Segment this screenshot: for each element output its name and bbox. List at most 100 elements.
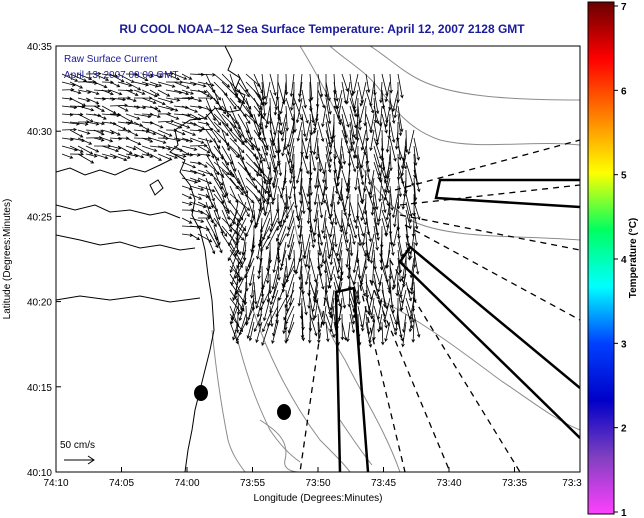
current-vector-arrow bbox=[297, 201, 303, 222]
current-vector-arrow bbox=[381, 193, 387, 214]
current-vector-arrow bbox=[315, 137, 319, 161]
current-vector-arrow bbox=[354, 209, 359, 230]
current-vector-arrow bbox=[221, 129, 230, 152]
current-vector-arrow bbox=[309, 257, 318, 284]
current-vector-arrow bbox=[269, 89, 278, 111]
current-vector-arrow bbox=[213, 73, 231, 88]
current-vector-arrow bbox=[77, 105, 95, 112]
current-vector-arrow bbox=[93, 113, 107, 120]
current-vector-arrow bbox=[343, 185, 351, 213]
current-vector-arrow bbox=[77, 129, 91, 135]
current-vector-arrow bbox=[125, 89, 139, 96]
current-vector-arrow bbox=[181, 105, 199, 113]
colorbar-gradient bbox=[587, 1, 615, 515]
x-tick-label: 73:3 bbox=[562, 478, 582, 489]
current-vector-arrow bbox=[368, 169, 375, 196]
bathymetry-contour-10 bbox=[339, 419, 373, 466]
current-vector-arrow bbox=[370, 193, 375, 216]
colorbar-tick-label: 4 bbox=[621, 255, 627, 266]
current-vector-arrow bbox=[189, 217, 205, 223]
current-vector-arrow bbox=[341, 105, 350, 128]
current-vector-arrow bbox=[141, 97, 157, 104]
current-vector-arrow bbox=[189, 121, 206, 130]
current-vector-arrow bbox=[149, 81, 163, 87]
current-vector-arrow bbox=[389, 97, 396, 125]
current-vector-arrow bbox=[287, 129, 295, 156]
current-vector-arrow bbox=[109, 81, 121, 88]
colorbar-label: Temperature (°C) bbox=[628, 218, 639, 299]
current-vector-arrow bbox=[253, 313, 263, 333]
current-vector-arrow bbox=[317, 193, 324, 219]
current-vector-arrow bbox=[262, 313, 271, 333]
current-vector-arrow bbox=[141, 137, 154, 143]
current-vector-arrow bbox=[335, 233, 343, 257]
current-vector-arrow bbox=[125, 113, 141, 120]
colorbar-tick-label: 3 bbox=[621, 339, 627, 350]
current-vector-arrow bbox=[197, 81, 215, 87]
current-vector-arrow bbox=[277, 201, 281, 225]
current-vector-arrow bbox=[165, 113, 180, 120]
x-tick-label: 73:50 bbox=[305, 478, 330, 489]
current-vector-arrow bbox=[380, 321, 385, 346]
current-vector-arrow bbox=[413, 313, 421, 338]
surface-current-vectors bbox=[61, 71, 421, 348]
shipping-lanes bbox=[334, 178, 580, 472]
current-vector-arrow bbox=[373, 89, 380, 115]
current-vector-arrow bbox=[273, 89, 279, 116]
buoy-marker-west bbox=[194, 385, 208, 401]
current-vector-arrow bbox=[365, 161, 372, 186]
current-vector-arrow bbox=[61, 127, 78, 132]
current-vector-arrow bbox=[405, 241, 411, 261]
current-vector-arrow bbox=[229, 89, 246, 105]
current-vector-arrow bbox=[377, 201, 383, 223]
current-vector-arrow bbox=[205, 209, 217, 228]
current-vector-arrow bbox=[229, 273, 242, 294]
coastline bbox=[56, 46, 246, 472]
current-vector-arrow bbox=[317, 121, 325, 143]
current-vector-arrow bbox=[317, 73, 324, 98]
current-vector-arrow bbox=[205, 233, 216, 255]
current-vector-arrow bbox=[77, 137, 93, 145]
current-vector-arrow bbox=[381, 185, 390, 207]
current-vector-arrow bbox=[253, 281, 258, 305]
current-vector-arrow bbox=[256, 233, 263, 260]
current-vector-arrow bbox=[365, 241, 371, 263]
current-vector-arrow bbox=[302, 233, 311, 259]
current-vector-arrow bbox=[349, 225, 356, 246]
current-vector-arrow bbox=[384, 81, 391, 103]
y-tick-label: 40:20 bbox=[27, 298, 52, 309]
current-vector-arrow bbox=[229, 249, 239, 274]
current-vector-arrow bbox=[296, 121, 303, 142]
current-vector-arrow bbox=[269, 73, 277, 97]
current-vector-arrow bbox=[229, 193, 251, 211]
current-vector-arrow bbox=[197, 89, 211, 97]
current-vector-arrow bbox=[263, 297, 271, 322]
current-vector-arrow bbox=[279, 177, 287, 199]
current-vector-arrow bbox=[369, 113, 375, 134]
current-vector-arrow bbox=[227, 241, 239, 262]
current-vector-arrow bbox=[304, 241, 311, 268]
current-vector-arrow bbox=[317, 177, 326, 204]
current-vector-arrow bbox=[157, 71, 175, 76]
current-vector-arrow bbox=[205, 81, 222, 101]
current-vector-arrow bbox=[197, 113, 208, 120]
x-axis-label: Longitude (Degrees:Minutes) bbox=[254, 493, 383, 504]
current-vector-arrow bbox=[117, 113, 134, 123]
current-vector-arrow bbox=[205, 225, 219, 249]
current-vector-arrow bbox=[369, 241, 375, 264]
bathymetry-contour-5 bbox=[249, 299, 351, 472]
current-vector-arrow bbox=[237, 257, 242, 284]
current-vector-arrow bbox=[313, 201, 319, 223]
current-vector-arrow bbox=[221, 193, 230, 215]
current-vector-arrow bbox=[181, 161, 197, 169]
current-vector-arrow bbox=[61, 73, 79, 82]
current-vector-arrow bbox=[384, 249, 391, 270]
current-vector-arrow bbox=[322, 217, 327, 240]
current-vector-arrow bbox=[378, 177, 383, 203]
current-vector-arrow bbox=[367, 289, 375, 315]
current-vector-arrow bbox=[341, 217, 349, 244]
coastline-inlet-mid bbox=[56, 204, 181, 219]
current-vector-arrow bbox=[189, 185, 205, 191]
current-vector-arrow bbox=[149, 73, 163, 79]
current-vector-arrow bbox=[287, 209, 295, 231]
